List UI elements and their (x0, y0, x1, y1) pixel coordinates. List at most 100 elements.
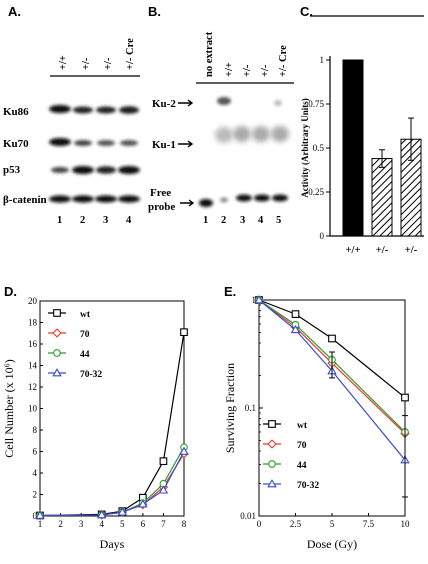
d-point-70-32 (96, 510, 107, 519)
d-legend-label-70: 70 (80, 330, 90, 340)
ku2-arrow-icon (178, 99, 194, 107)
gel-b-image (199, 97, 289, 207)
free-probe-label-line2: probe (148, 201, 175, 213)
gel-b-lane-number-5: 5 (276, 215, 281, 226)
d-y-tick-label: 2 (33, 490, 38, 500)
d-legend-marker (53, 349, 61, 357)
d-legend-label-70-32: 70-32 (80, 370, 102, 380)
d-point-70-32 (138, 499, 148, 508)
panel-d: D. 1 2 3 4 5 6 7 802468101214161820wt704470-32D… (2, 284, 189, 551)
blot-a-lane-number-4: 4 (126, 215, 132, 226)
gel-b-lane-5: +/- Cre (278, 45, 289, 77)
panel-e: E. 0 2.5 5 7.5 10 0.01 0.1 1 wt 70 44 70-32 Dose (Gy… (223, 284, 410, 551)
c-bar-1 (342, 59, 364, 237)
panel-d-label: D. (4, 284, 17, 299)
band-label-ku1: Ku-1 (152, 139, 176, 151)
d-legend-marker (52, 368, 62, 377)
e-legend-label-70: 70 (297, 441, 307, 451)
free-probe-label-line1: Free (150, 187, 171, 199)
e-legend-label-70-32: 70-32 (297, 481, 319, 491)
e-x-tick-label: 10 (401, 519, 411, 529)
d-y-tick-label: 14 (28, 361, 38, 371)
d-x-tick-label: 6 (141, 519, 146, 529)
e-series-line-70-32 (258, 299, 406, 461)
e-legend-label-wt: wt (297, 421, 308, 431)
d-legend-marker (52, 328, 62, 338)
c-category-label: +/- (376, 245, 389, 256)
panel-a: A. +/+ +/- +/- +/- Cre Ku86 Ku70 p53 β-c… (3, 4, 140, 226)
d-point-wt (180, 328, 188, 337)
d-point-70-32 (179, 446, 189, 455)
c-category-label: +/- (405, 245, 418, 256)
d-legend-label-44: 44 (80, 350, 90, 360)
blot-a-lane-2: +/- (81, 57, 92, 70)
e-series-line-70 (258, 299, 406, 434)
bar-chart-activity: 0 0.25 0.5 0.75 1 +/+ +/- +/- Activity (Arbitrar… (300, 55, 424, 256)
d-x-tick-label: 3 (79, 519, 84, 529)
d-y-tick-label: 0 (33, 511, 38, 521)
e-legend-marker (267, 479, 277, 488)
d-y-tick-label: 6 (33, 447, 38, 457)
e-point-wt (328, 334, 336, 343)
d-x-tick-label: 8 (182, 519, 187, 529)
blot-row-label-ku70: Ku70 (3, 138, 29, 150)
gel-b-lane-3: +/- (242, 64, 253, 77)
blot-a-lane-3: +/- (103, 57, 114, 70)
blot-row-label-ku86: Ku86 (3, 106, 29, 118)
blot-a-image (49, 105, 140, 203)
panel-c-label: C. (300, 4, 313, 19)
blot-a-lane-4: +/- Cre (125, 38, 136, 70)
gel-b-lane-number-4: 4 (258, 215, 264, 226)
e-point-wt (291, 310, 300, 318)
d-series-line-70-32 (39, 451, 185, 517)
gel-b-lane-1: no extract (204, 31, 215, 77)
d-legend-marker (53, 309, 61, 317)
d-x-tick-label: 5 (120, 519, 125, 529)
c-y-tick-label: 0.75 (308, 99, 324, 109)
d-y-tick-label: 8 (33, 425, 38, 435)
band-label-ku2: Ku-2 (152, 98, 176, 110)
d-x-tick-label: 7 (161, 519, 166, 529)
c-y-tick-label: 0.25 (308, 187, 324, 197)
blot-row-label-catenin: β-catenin (3, 194, 47, 206)
e-y-tick-label: 0.1 (245, 403, 256, 413)
d-point-70-32 (35, 510, 45, 519)
e-point-70-32 (290, 324, 301, 334)
blot-a-lane-number-2: 2 (80, 215, 85, 226)
d-point-wt (159, 457, 168, 466)
c-y-tick-label: 1 (320, 55, 325, 65)
d-x-tick-label: 2 (58, 519, 63, 529)
e-x-tick-label: 0 (257, 519, 262, 529)
e-point-70-32 (254, 295, 264, 304)
panel-c: C. 0 0.25 0.5 0.75 1 +/+ +/- +/- Activity (Arbit… (300, 4, 424, 256)
gel-b-lane-2: +/+ (224, 62, 235, 77)
c-y-tick-label: 0.5 (313, 143, 325, 153)
e-x-tick-label: 5 (330, 519, 335, 529)
panel-a-label: A. (8, 4, 21, 19)
e-x-tick-label: 7.5 (363, 519, 375, 529)
c-y-tick-label: 0 (320, 231, 325, 241)
ku1-arrow-icon (178, 140, 194, 148)
free-probe-arrow-icon (180, 199, 195, 207)
e-y-tick-label: 0.01 (240, 511, 256, 521)
d-y-axis-label: Cell Number (x 10⁶) (2, 359, 16, 458)
d-x-tick-label: 4 (99, 519, 104, 529)
panel-b-label: B. (148, 4, 161, 19)
e-series-line-wt (258, 299, 406, 399)
d-legend-label-wt: wt (80, 310, 91, 320)
gel-b-lane-4: +/- (260, 64, 271, 77)
d-y-tick-label: 20 (28, 296, 38, 306)
blot-a-lane-number-1: 1 (57, 215, 62, 226)
gel-b-lane-number-2: 2 (221, 215, 226, 226)
e-y-tick-label: 1 (252, 295, 257, 305)
c-bar-2 (371, 158, 393, 237)
e-legend-marker (268, 460, 276, 468)
d-x-axis-label: Days (100, 537, 125, 551)
d-point-70-32 (117, 507, 128, 516)
c-y-axis-label: Activity (Arbitrary Units) (300, 98, 310, 197)
panel-b: B. no extract +/+ +/- +/- +/- Cre Ku-2 K… (148, 4, 294, 226)
panel-e-label: E. (224, 284, 236, 299)
blot-a-lane-number-3: 3 (103, 215, 108, 226)
e-x-axis-label: Dose (Gy) (307, 537, 357, 551)
